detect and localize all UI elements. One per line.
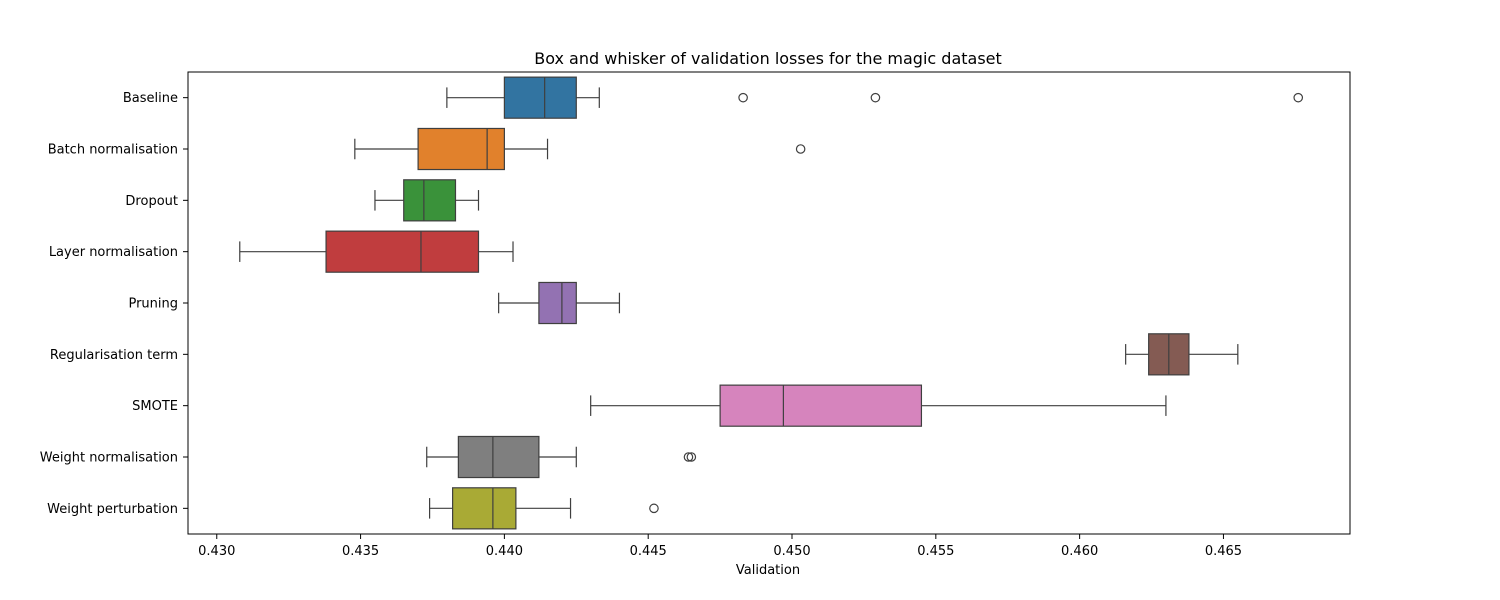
x-tick-label: 0.460 — [1061, 544, 1098, 559]
x-tick-label: 0.450 — [773, 544, 810, 559]
y-tick-label: Baseline — [123, 91, 178, 106]
x-tick-label: 0.455 — [917, 544, 954, 559]
y-tick-label: Weight normalisation — [40, 451, 178, 466]
y-tick-label: Batch normalisation — [48, 143, 178, 158]
outlier-point — [738, 92, 748, 103]
x-tick-label: 0.440 — [486, 544, 523, 559]
x-tick-label: 0.465 — [1205, 544, 1242, 559]
iqr-box — [325, 230, 480, 273]
y-tick-label: Weight perturbation — [47, 502, 178, 517]
box-group — [1125, 333, 1239, 376]
iqr-box — [417, 127, 505, 171]
box-group — [374, 179, 480, 222]
box-group — [498, 281, 621, 325]
y-tick-label: Pruning — [128, 297, 178, 312]
iqr-box — [538, 281, 577, 325]
box-group — [239, 230, 514, 273]
outlier-point — [683, 452, 694, 462]
y-tick-label: Layer normalisation — [49, 245, 178, 260]
iqr-box — [719, 384, 923, 427]
x-tick-label: 0.435 — [342, 544, 379, 559]
iqr-box — [457, 435, 540, 479]
x-axis-label: Validation — [736, 563, 800, 578]
outlier-point — [686, 452, 697, 462]
box-group — [354, 127, 806, 171]
box-group — [426, 435, 697, 479]
outlier-point — [1293, 92, 1304, 103]
y-tick-label: Regularisation term — [50, 348, 178, 363]
outlier-point — [795, 144, 806, 154]
box-group — [446, 76, 1304, 119]
box-group — [590, 384, 1167, 427]
iqr-box — [403, 179, 457, 222]
x-tick-label: 0.445 — [630, 544, 667, 559]
iqr-box — [452, 487, 517, 530]
plot-area — [239, 76, 1304, 530]
y-tick-label: Dropout — [125, 194, 178, 209]
y-axis-ticks: Baseline Batch normalisation Dropout Layer … — [40, 91, 188, 517]
iqr-box — [503, 76, 577, 119]
x-tick-label: 0.430 — [198, 544, 235, 559]
chart-title: Box and whisker of validation losses for… — [534, 49, 1002, 68]
box-group — [429, 487, 659, 530]
x-axis-ticks: 0.430 0.435 0.440 0.445 0.450 0.455 0.460 0.465 — [198, 534, 1242, 559]
outlier-point — [649, 503, 659, 514]
outlier-point — [870, 92, 881, 103]
y-tick-label: SMOTE — [132, 399, 178, 414]
axes-frame — [187, 71, 1351, 535]
